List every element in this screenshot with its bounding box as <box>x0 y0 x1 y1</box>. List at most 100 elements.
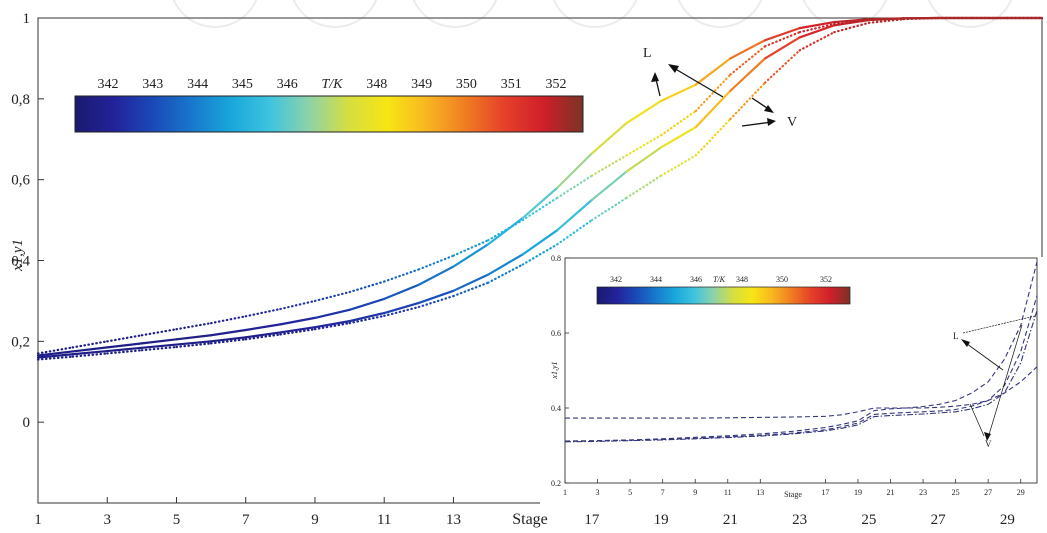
x-tick-label: 27 <box>931 512 947 528</box>
colorbar-tick-label: 350 <box>456 77 477 92</box>
y-tick-label: 1 <box>23 11 31 27</box>
x-tick-label: 17 <box>584 512 600 528</box>
series-segment <box>557 153 592 187</box>
series-segment <box>246 309 281 316</box>
series-segment <box>557 200 592 230</box>
series-segment <box>523 198 558 220</box>
colorbar-tick-label: 342 <box>98 77 119 92</box>
colorbar-tick-label: 348 <box>366 77 387 92</box>
inset-colorbar-tick-label: T/K <box>713 275 726 284</box>
inset-y-tick-label: 0.6 <box>551 329 561 338</box>
series-segment <box>280 301 315 309</box>
series-segment <box>350 282 385 293</box>
annotation-l: L <box>643 46 652 61</box>
series-segment <box>592 123 627 153</box>
series-segment <box>592 155 627 175</box>
series-segment <box>661 85 696 101</box>
series-segment <box>627 135 662 155</box>
series-segment <box>453 275 488 291</box>
inset-colorbar-tick-label: 344 <box>650 275 662 284</box>
x-tick-label: 29 <box>1000 512 1015 528</box>
x-tick-label: 9 <box>311 512 319 528</box>
series-segment <box>661 111 696 135</box>
series-segment <box>246 324 281 330</box>
series-segment <box>730 40 765 58</box>
inset-x-tick-label: 23 <box>919 488 927 497</box>
series-segment <box>696 58 731 84</box>
x-tick-label: 7 <box>242 512 250 528</box>
x-tick-label: 25 <box>861 512 876 528</box>
inset-x-tick-label: 29 <box>1017 488 1025 497</box>
inset-x-tick-label: 11 <box>724 488 732 497</box>
watermark <box>170 0 1015 27</box>
series-segment <box>384 285 419 299</box>
inset-y-axis-label: x1,y1 <box>550 361 559 379</box>
series-segment <box>211 337 246 341</box>
y-tick-label: 0,8 <box>11 92 30 108</box>
colorbar-tick-label: T/K <box>321 77 343 92</box>
series-segment <box>350 313 385 321</box>
series-segment <box>280 318 315 324</box>
x-tick-label: 19 <box>654 512 669 528</box>
x-tick-label: 11 <box>377 512 391 528</box>
series-segment <box>696 119 731 155</box>
colorbar-tick-label: 345 <box>232 77 253 92</box>
x-tick-label: 21 <box>723 512 738 528</box>
y-tick-label: 0,2 <box>11 334 30 350</box>
series-segment <box>176 335 211 339</box>
inset-colorbar-tick-label: 352 <box>820 275 832 284</box>
inset-x-tick-label: 13 <box>756 488 764 497</box>
arrow-v-2 <box>742 122 772 126</box>
inset-x-tick-label: 19 <box>854 488 862 497</box>
series-segment <box>107 335 142 341</box>
main-annotations: L V <box>643 46 797 130</box>
inset-annotation-v: V <box>985 439 992 449</box>
x-tick-label: 5 <box>173 512 181 528</box>
inset-x-tick-label: 7 <box>661 488 665 497</box>
inset-y-tick-label: 0.2 <box>551 479 561 488</box>
colorbar-tick-label: 343 <box>142 77 163 92</box>
annotation-v: V <box>787 115 797 130</box>
series-segment <box>384 303 419 313</box>
main-y-tick-labels: 10,80,60,40,20 <box>11 11 30 431</box>
series-segment <box>661 127 696 147</box>
inset-x-tick-label: 3 <box>596 488 600 497</box>
series-segment <box>730 83 765 119</box>
arrowhead-l-2 <box>668 64 679 73</box>
series-segment <box>384 269 419 281</box>
series-segment <box>107 343 142 347</box>
series-segment <box>488 265 523 283</box>
series-segment <box>315 310 350 318</box>
colorbar-tick-label: 351 <box>501 77 522 92</box>
series-segment <box>696 91 731 127</box>
x-tick-label: 1 <box>34 512 42 528</box>
inset-colorbar-tick-label: 346 <box>690 275 702 284</box>
series-segment <box>419 267 454 285</box>
series-segment <box>627 176 662 198</box>
series-segment <box>627 147 662 171</box>
series-segment <box>211 316 246 323</box>
inset-y-tick-label: 0.4 <box>551 404 561 413</box>
x-tick-label: 3 <box>103 512 111 528</box>
inset-colorbar-tick-label: 348 <box>736 275 748 284</box>
series-segment <box>176 323 211 329</box>
inset-annotation-l: L <box>953 331 959 341</box>
series-segment <box>627 101 662 123</box>
inset-x-tick-label: 27 <box>984 488 992 497</box>
series-segment <box>142 329 177 335</box>
series-segment <box>592 198 627 220</box>
inset-y-tick-label: 0.8 <box>551 254 561 263</box>
series-segment <box>557 220 592 244</box>
inset-x-tick-label: 21 <box>887 488 895 497</box>
x-tick-label: 13 <box>446 512 461 528</box>
colorbar-gradient <box>75 96 583 132</box>
series-segment <box>142 339 177 343</box>
y-tick-label: 0,6 <box>11 173 30 189</box>
arrowhead-l-1 <box>651 72 659 82</box>
x-tick-label: 23 <box>792 512 807 528</box>
series-segment <box>488 254 523 274</box>
inset-x-tick-label: 5 <box>628 488 632 497</box>
